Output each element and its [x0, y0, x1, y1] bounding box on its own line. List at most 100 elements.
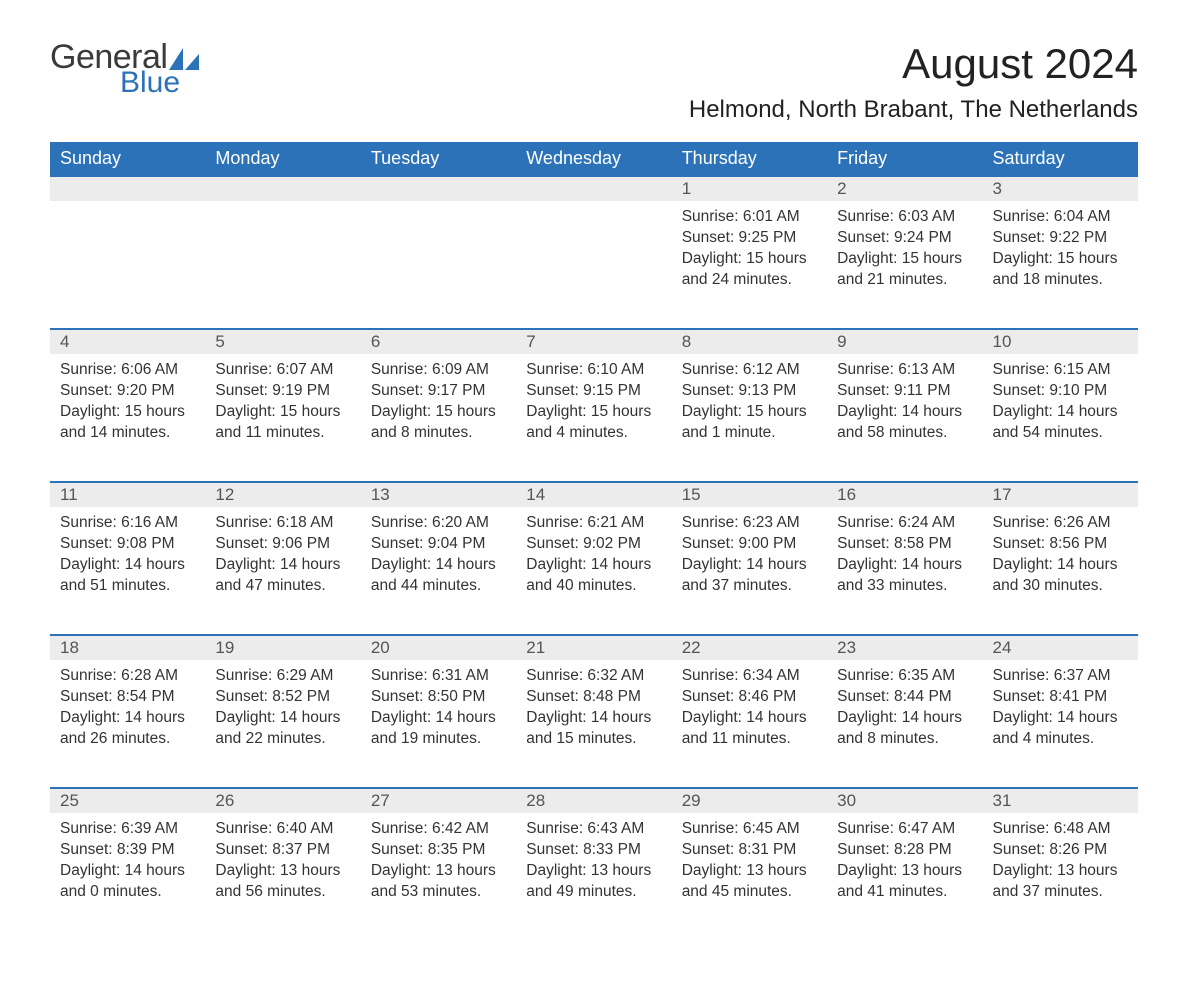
- dow-sunday: Sunday: [50, 142, 205, 176]
- daylight-text: Daylight: 14 hours and 58 minutes.: [837, 402, 972, 444]
- daylight-text: Daylight: 14 hours and 11 minutes.: [682, 708, 817, 750]
- week-content-row: Sunrise: 6:28 AMSunset: 8:54 PMDaylight:…: [50, 660, 1138, 788]
- day-number-cell: 14: [516, 482, 671, 507]
- day-number-cell: 1: [672, 176, 827, 201]
- day-number-cell: 12: [205, 482, 360, 507]
- day-number-cell: 28: [516, 788, 671, 813]
- sunset-text: Sunset: 8:56 PM: [993, 534, 1128, 555]
- sunset-text: Sunset: 8:44 PM: [837, 687, 972, 708]
- day-content-cell: Sunrise: 6:09 AMSunset: 9:17 PMDaylight:…: [361, 354, 516, 482]
- sunset-text: Sunset: 8:52 PM: [215, 687, 350, 708]
- week-daynum-row: 11121314151617: [50, 482, 1138, 507]
- day-content-cell: Sunrise: 6:26 AMSunset: 8:56 PMDaylight:…: [983, 507, 1138, 635]
- day-content-cell: Sunrise: 6:29 AMSunset: 8:52 PMDaylight:…: [205, 660, 360, 788]
- day-content-cell: Sunrise: 6:10 AMSunset: 9:15 PMDaylight:…: [516, 354, 671, 482]
- day-number-cell: 17: [983, 482, 1138, 507]
- day-number-cell: 9: [827, 329, 982, 354]
- sunrise-text: Sunrise: 6:37 AM: [993, 666, 1128, 687]
- sunrise-text: Sunrise: 6:48 AM: [993, 819, 1128, 840]
- day-content-cell: Sunrise: 6:07 AMSunset: 9:19 PMDaylight:…: [205, 354, 360, 482]
- daylight-text: Daylight: 14 hours and 30 minutes.: [993, 555, 1128, 597]
- day-number: 29: [682, 791, 701, 810]
- week-content-row: Sunrise: 6:39 AMSunset: 8:39 PMDaylight:…: [50, 813, 1138, 941]
- sunset-text: Sunset: 8:54 PM: [60, 687, 195, 708]
- sunset-text: Sunset: 9:19 PM: [215, 381, 350, 402]
- day-number-cell: 2: [827, 176, 982, 201]
- sunset-text: Sunset: 9:04 PM: [371, 534, 506, 555]
- sunset-text: Sunset: 8:39 PM: [60, 840, 195, 861]
- sunrise-text: Sunrise: 6:18 AM: [215, 513, 350, 534]
- daylight-text: Daylight: 14 hours and 44 minutes.: [371, 555, 506, 597]
- sunset-text: Sunset: 9:00 PM: [682, 534, 817, 555]
- day-content-cell: Sunrise: 6:13 AMSunset: 9:11 PMDaylight:…: [827, 354, 982, 482]
- sunset-text: Sunset: 8:58 PM: [837, 534, 972, 555]
- day-content-cell: Sunrise: 6:03 AMSunset: 9:24 PMDaylight:…: [827, 201, 982, 329]
- day-content-cell: Sunrise: 6:21 AMSunset: 9:02 PMDaylight:…: [516, 507, 671, 635]
- day-number-cell: 18: [50, 635, 205, 660]
- day-content-cell: Sunrise: 6:12 AMSunset: 9:13 PMDaylight:…: [672, 354, 827, 482]
- sunrise-text: Sunrise: 6:10 AM: [526, 360, 661, 381]
- sunrise-text: Sunrise: 6:47 AM: [837, 819, 972, 840]
- day-number-cell: 23: [827, 635, 982, 660]
- sunrise-text: Sunrise: 6:13 AM: [837, 360, 972, 381]
- day-number-cell: 3: [983, 176, 1138, 201]
- day-number-cell: 26: [205, 788, 360, 813]
- day-number-cell: 15: [672, 482, 827, 507]
- sunset-text: Sunset: 8:31 PM: [682, 840, 817, 861]
- day-number-cell: 21: [516, 635, 671, 660]
- day-number: 3: [993, 179, 1002, 198]
- day-number-cell: 7: [516, 329, 671, 354]
- day-content-cell: [516, 201, 671, 329]
- daylight-text: Daylight: 14 hours and 0 minutes.: [60, 861, 195, 903]
- day-number: 2: [837, 179, 846, 198]
- sunset-text: Sunset: 9:08 PM: [60, 534, 195, 555]
- sunrise-text: Sunrise: 6:29 AM: [215, 666, 350, 687]
- calendar-table: Sunday Monday Tuesday Wednesday Thursday…: [50, 142, 1138, 941]
- daylight-text: Daylight: 14 hours and 15 minutes.: [526, 708, 661, 750]
- daylight-text: Daylight: 13 hours and 37 minutes.: [993, 861, 1128, 903]
- location-subtitle: Helmond, North Brabant, The Netherlands: [689, 96, 1138, 124]
- sunrise-text: Sunrise: 6:04 AM: [993, 207, 1128, 228]
- day-content-cell: Sunrise: 6:35 AMSunset: 8:44 PMDaylight:…: [827, 660, 982, 788]
- sunset-text: Sunset: 9:22 PM: [993, 228, 1128, 249]
- sunrise-text: Sunrise: 6:09 AM: [371, 360, 506, 381]
- day-content-cell: Sunrise: 6:34 AMSunset: 8:46 PMDaylight:…: [672, 660, 827, 788]
- sunset-text: Sunset: 9:20 PM: [60, 381, 195, 402]
- week-daynum-row: 18192021222324: [50, 635, 1138, 660]
- day-content-cell: Sunrise: 6:45 AMSunset: 8:31 PMDaylight:…: [672, 813, 827, 941]
- day-number: 25: [60, 791, 79, 810]
- day-content-cell: Sunrise: 6:32 AMSunset: 8:48 PMDaylight:…: [516, 660, 671, 788]
- day-content-cell: Sunrise: 6:06 AMSunset: 9:20 PMDaylight:…: [50, 354, 205, 482]
- daylight-text: Daylight: 13 hours and 49 minutes.: [526, 861, 661, 903]
- sunrise-text: Sunrise: 6:07 AM: [215, 360, 350, 381]
- sunrise-text: Sunrise: 6:31 AM: [371, 666, 506, 687]
- day-content-cell: Sunrise: 6:37 AMSunset: 8:41 PMDaylight:…: [983, 660, 1138, 788]
- day-content-cell: Sunrise: 6:01 AMSunset: 9:25 PMDaylight:…: [672, 201, 827, 329]
- sunrise-text: Sunrise: 6:03 AM: [837, 207, 972, 228]
- day-content-cell: [361, 201, 516, 329]
- header: General Blue August 2024 Helmond, North …: [50, 40, 1138, 124]
- day-number: 7: [526, 332, 535, 351]
- sunrise-text: Sunrise: 6:24 AM: [837, 513, 972, 534]
- day-content-cell: [205, 201, 360, 329]
- day-number-cell: 31: [983, 788, 1138, 813]
- sunrise-text: Sunrise: 6:45 AM: [682, 819, 817, 840]
- day-content-cell: Sunrise: 6:48 AMSunset: 8:26 PMDaylight:…: [983, 813, 1138, 941]
- day-content-cell: Sunrise: 6:20 AMSunset: 9:04 PMDaylight:…: [361, 507, 516, 635]
- dow-tuesday: Tuesday: [361, 142, 516, 176]
- sunset-text: Sunset: 8:37 PM: [215, 840, 350, 861]
- day-number: 1: [682, 179, 691, 198]
- sunrise-text: Sunrise: 6:34 AM: [682, 666, 817, 687]
- sunset-text: Sunset: 8:35 PM: [371, 840, 506, 861]
- sunset-text: Sunset: 8:50 PM: [371, 687, 506, 708]
- day-number: 12: [215, 485, 234, 504]
- sunrise-text: Sunrise: 6:12 AM: [682, 360, 817, 381]
- day-number-cell: 5: [205, 329, 360, 354]
- sunrise-text: Sunrise: 6:39 AM: [60, 819, 195, 840]
- daylight-text: Daylight: 14 hours and 54 minutes.: [993, 402, 1128, 444]
- daylight-text: Daylight: 14 hours and 47 minutes.: [215, 555, 350, 597]
- day-number-cell: 22: [672, 635, 827, 660]
- sunrise-text: Sunrise: 6:16 AM: [60, 513, 195, 534]
- daylight-text: Daylight: 15 hours and 14 minutes.: [60, 402, 195, 444]
- week-daynum-row: 1 2 3: [50, 176, 1138, 201]
